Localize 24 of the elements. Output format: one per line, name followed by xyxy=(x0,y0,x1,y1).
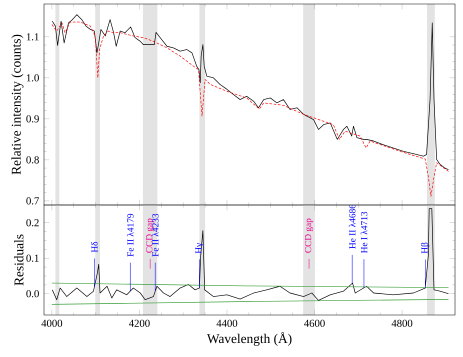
annotation: He II λ4686 xyxy=(348,204,356,249)
x-tick-label: 4800 xyxy=(392,320,412,327)
x-tick-label: 4000 xyxy=(41,320,62,327)
y-tick-label: 0.9 xyxy=(26,115,39,122)
y-tick-label: 1.1 xyxy=(26,33,39,40)
x-tick-label: 4200 xyxy=(128,320,150,327)
y-tick-label: 0.8 xyxy=(26,156,39,164)
y-axis-title: Residuals xyxy=(14,234,24,286)
y-axis-title: Relative intensity (counts) xyxy=(11,34,24,174)
line-series xyxy=(52,22,449,197)
annotation: Hδ xyxy=(91,242,98,252)
y-tick-label: 0.0 xyxy=(26,290,39,298)
x-tick-label: 4600 xyxy=(304,320,325,327)
y-tick-label: 0.1 xyxy=(26,254,39,262)
y-tick-label: 1.0 xyxy=(26,74,39,82)
annotation: Hγ xyxy=(195,243,204,254)
annotation: He I λ4713 xyxy=(360,212,368,254)
annotation: Fe II λ4179 xyxy=(126,214,134,257)
y-tick-label: 0.2 xyxy=(26,219,39,226)
annotation: Hβ xyxy=(420,242,430,254)
x-axis-title: Wavelength (Å) xyxy=(206,332,292,346)
band-label: CCD gap xyxy=(304,218,314,253)
y-tick-label: 0.7 xyxy=(26,197,39,205)
x-tick-label: 4400 xyxy=(216,320,238,327)
